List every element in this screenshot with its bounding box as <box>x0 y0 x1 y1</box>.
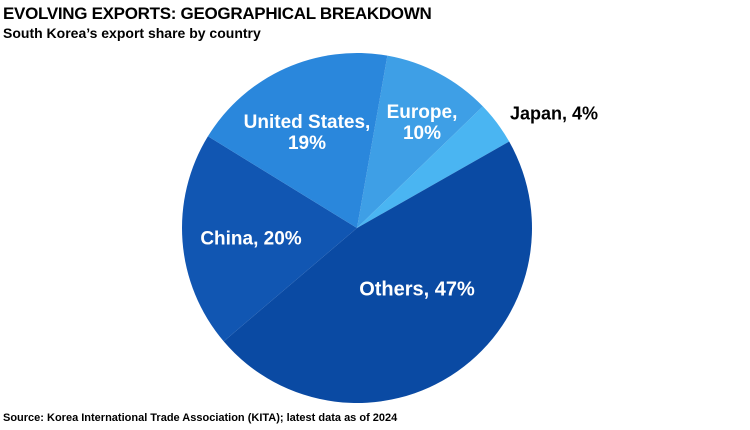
page-subtitle: South Korea’s export share by country <box>3 25 261 41</box>
page-title: EVOLVING EXPORTS: GEOGRAPHICAL BREAKDOWN <box>3 4 432 23</box>
source-note: Source: Korea International Trade Associ… <box>3 412 398 424</box>
pie-slice-united-states <box>207 53 388 229</box>
pie-slice-japan <box>357 106 510 228</box>
pie-slice-others <box>223 141 532 403</box>
pie-slice-europe <box>357 55 483 228</box>
pie-slice-china <box>182 136 357 342</box>
